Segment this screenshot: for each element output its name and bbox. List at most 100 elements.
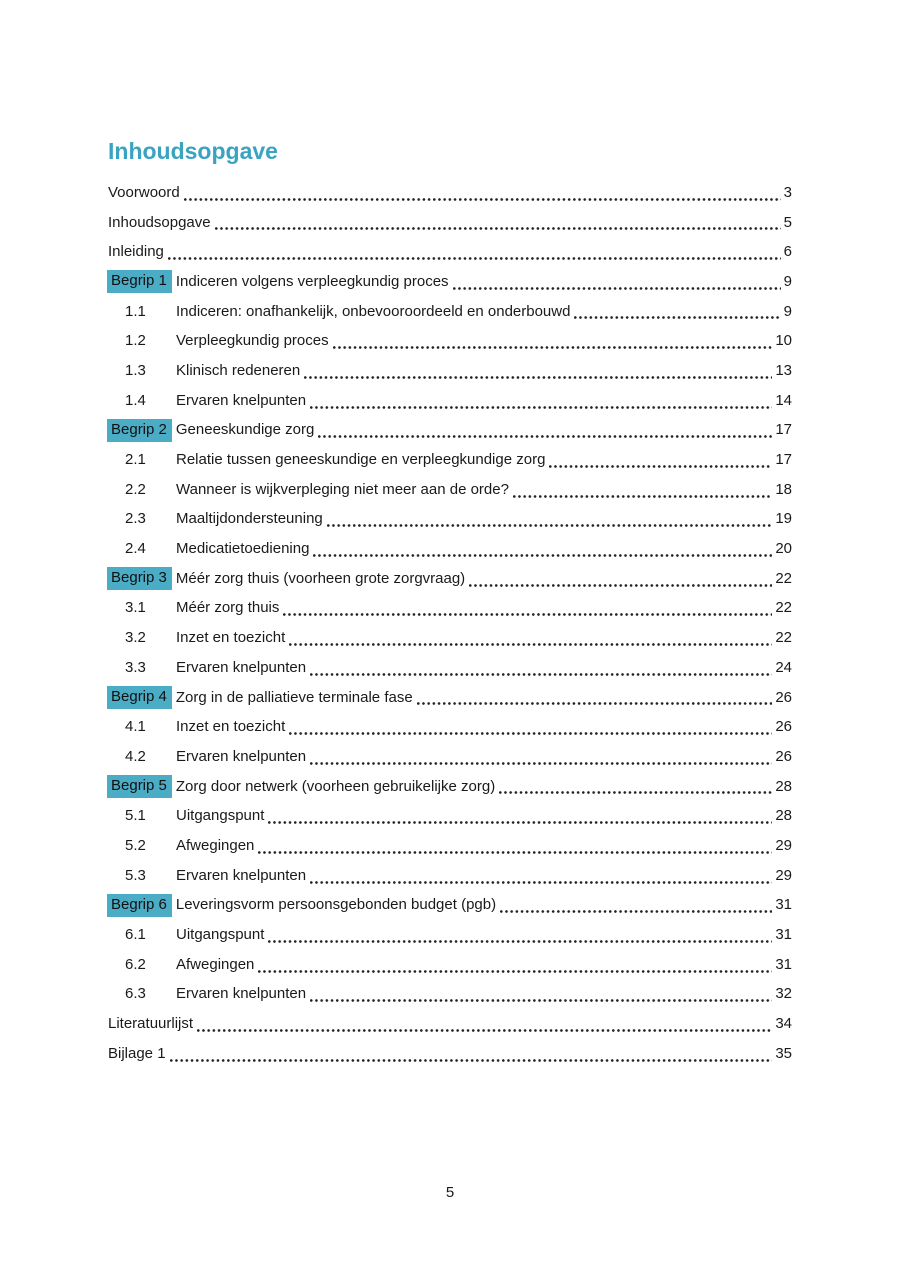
toc-entry[interactable]: 5.2 Afwegingen 29 [108,831,792,861]
toc-entry[interactable]: 1.1 Indiceren: onafhankelijk, onbevooroor… [108,297,792,327]
dot-leader [416,702,773,706]
dot-leader [214,227,781,231]
toc-entry[interactable]: 5.1 Uitgangspunt 28 [108,801,792,831]
toc-entry[interactable]: 2.2 Wanneer is wijkverpleging niet meer a… [108,475,792,505]
dot-leader [258,969,773,973]
dot-leader [499,791,773,795]
toc-entry[interactable]: Literatuurlijst 34 [108,1009,792,1039]
toc-entry-page: 28 [775,777,792,795]
toc-entry-page: 22 [775,599,792,617]
toc-entry[interactable]: 2.3 Maaltijdondersteuning 19 [108,505,792,535]
toc-entry-label: Inleiding [108,243,164,261]
toc-entry-label: Voorwoord [108,183,180,201]
toc-entry-number: 3.3 [125,658,146,676]
toc-entry-number: 4.1 [125,718,146,736]
toc-entry[interactable]: 4.2 Ervaren knelpunten 26 [108,742,792,772]
toc-entry-label: Indiceren: onafhankelijk, onbevooroordee… [176,302,571,320]
toc-entry-number: 6.3 [125,985,146,1003]
toc-entry[interactable]: Bijlage 1 35 [108,1039,792,1069]
toc-entry[interactable]: 3.3 Ervaren knelpunten 24 [108,653,792,683]
toc-entry[interactable]: 2.1 Relatie tussen geneeskundige en verpl… [108,445,792,475]
toc-entry[interactable]: 5.3 Ervaren knelpunten 29 [108,861,792,891]
toc-entry-page: 5 [783,213,792,231]
toc-entry[interactable]: Begrip 3 Méér zorg thuis (voorheen grote … [107,564,792,594]
toc-entry[interactable]: 3.1 Méér zorg thuis 22 [108,594,792,624]
begrip-badge: Begrip 2 [107,418,172,442]
begrip-badge: Begrip 5 [107,775,172,799]
toc-entry-page: 31 [775,926,792,944]
toc-entry-page: 22 [775,629,792,647]
toc-entry-label: Leveringsvorm persoonsgebonden budget (p… [175,896,497,914]
toc-entry[interactable]: Inleiding 6 [108,237,792,267]
toc-entry-number: 3.1 [125,599,146,617]
toc-entry-label: Afwegingen [176,955,255,973]
toc-entry-label: Afwegingen [176,836,255,854]
toc-entry[interactable]: 1.2 Verpleegkundig proces 10 [108,326,792,356]
toc-entry-number: 2.4 [125,540,146,558]
page-title: Inhoudsopgave [108,138,278,164]
toc-entry[interactable]: Begrip 6 Leveringsvorm persoonsgebonden b… [107,891,792,921]
toc-entry-page: 26 [775,718,792,736]
toc-entry-page: 29 [775,836,792,854]
toc-entry-page: 24 [775,658,792,676]
toc-entry-page: 26 [775,688,792,706]
toc-entry[interactable]: 3.2 Inzet en toezicht 22 [108,623,792,653]
toc-entry-page: 10 [775,332,792,350]
begrip-badge: Begrip 4 [107,686,172,710]
toc-entry-page: 18 [775,480,792,498]
toc-entry-label: Inzet en toezicht [176,718,286,736]
begrip-badge: Begrip 1 [107,270,172,294]
dot-leader [549,464,773,468]
toc-entry-label: Maaltijdondersteuning [176,510,323,528]
toc-entry[interactable]: Begrip 2 Geneeskundige zorg 17 [107,416,792,446]
dot-leader [283,613,773,617]
toc-entry-page: 29 [775,866,792,884]
dot-leader [310,880,773,884]
toc-entry-label: Ervaren knelpunten [176,658,307,676]
toc-entry[interactable]: Voorwoord 3 [108,178,792,208]
toc-entry-label: Indiceren volgens verpleegkundig proces [175,272,449,290]
toc-entry-label: Ervaren knelpunten [176,985,307,1003]
dot-leader [332,346,773,350]
toc-entry-page: 20 [775,540,792,558]
dot-leader [197,1028,773,1032]
toc-entry-number: 6.2 [125,955,146,973]
table-of-contents: Voorwoord 3 Inhoudsopgave 5 Inleiding 6 Begrip… [107,178,792,1069]
toc-entry-page: 32 [775,985,792,1003]
toc-entry[interactable]: 1.3 Klinisch redeneren 13 [108,356,792,386]
toc-entry-label: Inhoudsopgave [108,213,211,231]
toc-entry[interactable]: Begrip 5 Zorg door netwerk (voorheen gebr… [107,772,792,802]
dot-leader [512,494,773,498]
toc-entry[interactable]: 6.1 Uitgangspunt 31 [108,920,792,950]
toc-entry-number: 1.1 [125,302,146,320]
dot-leader [258,850,773,854]
dot-leader [183,197,781,201]
toc-entry-label: Geneeskundige zorg [175,421,315,439]
toc-entry[interactable]: 6.3 Ervaren knelpunten 32 [108,980,792,1010]
footer-page-number: 5 [445,1184,455,1201]
toc-entry[interactable]: Begrip 4 Zorg in de palliatieve terminale… [107,683,792,713]
toc-entry[interactable]: Begrip 1 Indiceren volgens verpleegkundig… [107,267,792,297]
toc-entry-number: 5.2 [125,836,146,854]
toc-entry[interactable]: 6.2 Afwegingen 31 [108,950,792,980]
dot-leader [310,999,773,1003]
dot-leader [574,316,781,320]
dot-leader [452,286,781,290]
toc-entry[interactable]: Inhoudsopgave 5 [108,208,792,238]
toc-entry-page: 6 [783,243,792,261]
toc-entry-label: Literatuurlijst [108,1015,194,1033]
toc-entry-page: 28 [775,807,792,825]
toc-entry-label: Klinisch redeneren [176,361,301,379]
dot-leader [310,405,773,409]
toc-entry-number: 5.3 [125,866,146,884]
toc-entry-number: 2.2 [125,480,146,498]
toc-entry-page: 31 [775,955,792,973]
toc-entry-page: 13 [775,361,792,379]
toc-entry-label: Ervaren knelpunten [176,747,307,765]
toc-entry[interactable]: 1.4 Ervaren knelpunten 14 [108,386,792,416]
toc-entry[interactable]: 4.1 Inzet en toezicht 26 [108,712,792,742]
toc-entry-number: 1.4 [125,391,146,409]
toc-entry-page: 22 [775,569,792,587]
toc-entry[interactable]: 2.4 Medicatietoediening 20 [108,534,792,564]
toc-entry-number: 1.3 [125,361,146,379]
